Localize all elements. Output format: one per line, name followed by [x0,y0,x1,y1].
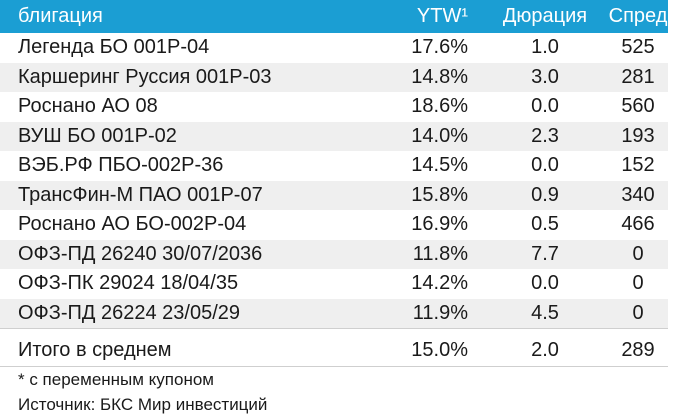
total-ytw: 15.0% [411,338,468,361]
bond-name: Каршеринг Руссия 001Р-03 [18,65,272,88]
separator [0,328,668,329]
header-bond-name: блигация [18,5,103,27]
bond-name: ОФЗ-ПД 26240 30/07/2036 [18,242,263,265]
header-row: блигация YTW¹ Дюрация Спред [0,0,668,33]
header-ytw: YTW¹ [416,5,468,27]
table-row: ОФЗ-ПД 26224 23/05/29 11.9% 4.5 0 [0,298,668,328]
header-spread: Спред [608,5,668,27]
footnote: * с переменным купоном [18,370,214,389]
ytw: 15.8% [411,183,468,206]
ytw: 17.6% [411,36,468,59]
bond-name: ОФЗ-ПД 26224 23/05/29 [18,301,241,324]
ytw: 14.8% [411,65,468,88]
spread: 0 [632,272,644,295]
bond-name: ВЭБ.РФ ПБО-002Р-36 [18,154,224,177]
bond-name: ТрансФин-М ПАО 001Р-07 [18,183,263,206]
table-row: Роснано АО БО-002Р-04 16.9% 0.5 466 [0,210,668,240]
duration: 0.0 [531,154,559,177]
header-duration: Дюрация [502,5,588,27]
duration: 1.0 [531,36,559,59]
duration: 2.3 [531,124,559,147]
ytw: 11.9% [412,301,468,324]
table-row: ОФЗ-ПК 29024 18/04/35 14.2% 0.0 0 [0,269,668,299]
spread: 466 [621,213,655,236]
spread: 525 [621,36,655,59]
duration: 4.5 [531,301,559,324]
bond-name: ОФЗ-ПК 29024 18/04/35 [18,272,239,295]
table-row: ВУШ БО 001Р-02 14.0% 2.3 193 [0,121,668,151]
ytw: 11.8% [412,242,468,265]
spread: 560 [621,95,655,118]
total-row: Итого в среднем 15.0% 2.0 289 [0,335,668,365]
spread: 152 [621,154,655,177]
duration: 3.0 [531,65,559,88]
table-row: Роснано АО 08 18.6% 0.0 560 [0,92,668,122]
table-row: Легенда БО 001Р-04 17.6% 1.0 525 [0,33,668,63]
bond-name: Роснано АО 08 [18,95,158,118]
total-duration: 2.0 [531,338,559,361]
table-row: ТрансФин-М ПАО 001Р-07 15.8% 0.9 340 [0,180,668,210]
total-bond-name: Итого в среднем [18,338,172,361]
bond-name: Легенда БО 001Р-04 [18,36,210,59]
duration: 0.0 [531,272,559,295]
spread: 0 [632,301,644,324]
spread: 340 [621,183,655,206]
duration: 0.9 [531,183,559,206]
table-row: Каршеринг Руссия 001Р-03 14.8% 3.0 281 [0,62,668,92]
ytw: 14.2% [411,272,468,295]
table-row: ОФЗ-ПД 26240 30/07/2036 11.8% 7.7 0 [0,239,668,269]
spread: 281 [621,65,655,88]
ytw: 14.0% [411,124,468,147]
spread: 0 [632,242,644,265]
footnote: Источник: БКС Мир инвестиций [18,395,268,414]
table-row: ВЭБ.РФ ПБО-002Р-36 14.5% 0.0 152 [0,151,668,181]
bond-name: ВУШ БО 001Р-02 [18,124,177,147]
duration: 0.5 [531,213,559,236]
separator [0,366,668,367]
duration: 7.7 [531,242,559,265]
total-spread: 289 [621,338,655,361]
ytw: 14.5% [411,154,468,177]
duration: 0.0 [531,95,559,118]
ytw: 18.6% [411,95,468,118]
spread: 193 [621,124,655,147]
bond-name: Роснано АО БО-002Р-04 [18,213,247,236]
ytw: 16.9% [411,213,468,236]
